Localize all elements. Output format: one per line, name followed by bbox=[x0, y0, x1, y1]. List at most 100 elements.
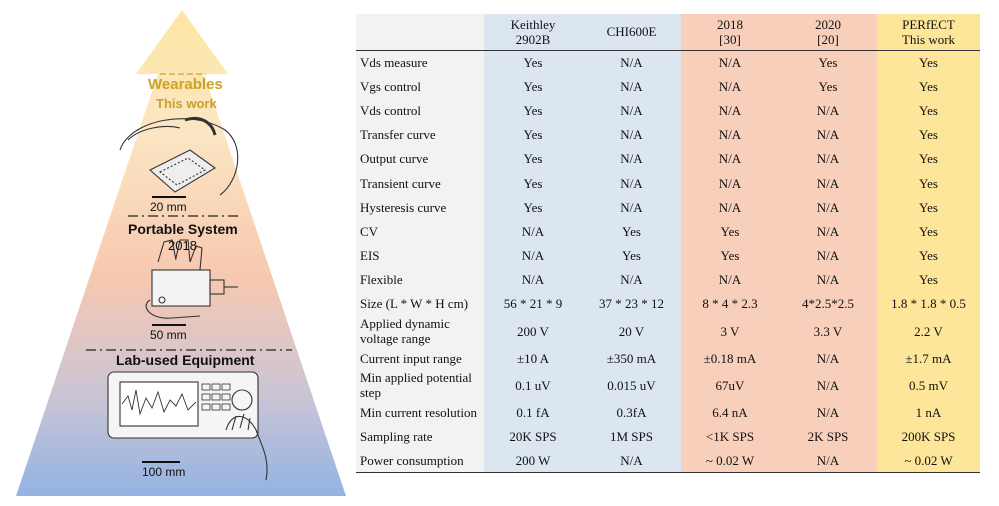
cell-2018: ~ 0.02 W bbox=[681, 448, 779, 474]
row-label: Flexible bbox=[356, 267, 484, 292]
device-scale-pyramid: Wearables This work 20 mm Portable Syste… bbox=[0, 0, 360, 506]
cell-perfect: ~ 0.02 W bbox=[877, 448, 980, 474]
cell-keithley: N/A bbox=[484, 243, 582, 268]
cell-perfect: Yes bbox=[877, 122, 980, 147]
row-label: Sampling rate bbox=[356, 424, 484, 449]
cell-2018: N/A bbox=[681, 195, 779, 220]
table-row: Vds control Yes N/A N/A N/A Yes bbox=[356, 98, 980, 123]
row-label: Vds measure bbox=[356, 50, 484, 75]
cell-2018: <1K SPS bbox=[681, 424, 779, 449]
scale-label-portable: 50 mm bbox=[150, 328, 187, 342]
row-label: CV bbox=[356, 219, 484, 244]
row-label: Size (L * W * H cm) bbox=[356, 291, 484, 317]
cell-2020: N/A bbox=[779, 219, 877, 244]
table-row: Flexible N/A N/A N/A N/A Yes bbox=[356, 267, 980, 292]
cell-2020: Yes bbox=[779, 50, 877, 75]
table-row: Power consumption 200 W N/A ~ 0.02 W N/A ~ 0.… bbox=[356, 448, 980, 474]
cell-keithley: Yes bbox=[484, 74, 582, 99]
row-label: Output curve bbox=[356, 146, 484, 171]
cell-2020: N/A bbox=[779, 267, 877, 292]
cell-perfect: 2.2 V bbox=[877, 316, 980, 347]
table-row: Vgs control Yes N/A N/A Yes Yes bbox=[356, 74, 980, 99]
cell-chi600e: ±350 mA bbox=[582, 346, 681, 371]
cell-2018: N/A bbox=[681, 74, 779, 99]
comparison-table: Keithley 2902B CHI600E 2018 [30] 2020 [20] … bbox=[356, 14, 980, 474]
cell-2018: N/A bbox=[681, 50, 779, 75]
header-2020: 2020 [20] bbox=[779, 14, 877, 51]
cell-chi600e: N/A bbox=[582, 98, 681, 123]
table-row: Sampling rate 20K SPS 1M SPS <1K SPS 2K SPS 2… bbox=[356, 424, 980, 449]
cell-chi600e: N/A bbox=[582, 50, 681, 75]
cell-2020: N/A bbox=[779, 370, 877, 401]
table-row: Transfer curve Yes N/A N/A N/A Yes bbox=[356, 122, 980, 147]
cell-chi600e: N/A bbox=[582, 122, 681, 147]
cell-keithley: ±10 A bbox=[484, 346, 582, 371]
cell-perfect: Yes bbox=[877, 219, 980, 244]
cell-chi600e: 1M SPS bbox=[582, 424, 681, 449]
cell-chi600e: 0.015 uV bbox=[582, 370, 681, 401]
cell-keithley: N/A bbox=[484, 267, 582, 292]
cell-perfect: Yes bbox=[877, 146, 980, 171]
cell-perfect: 200K SPS bbox=[877, 424, 980, 449]
cell-keithley: 200 W bbox=[484, 448, 582, 474]
header-2018: 2018 [30] bbox=[681, 14, 779, 51]
cell-2018: 8 * 4 * 2.3 bbox=[681, 291, 779, 317]
cell-chi600e: 37 * 23 * 12 bbox=[582, 291, 681, 317]
cell-2020: N/A bbox=[779, 146, 877, 171]
table-row: Transient curve Yes N/A N/A N/A Yes bbox=[356, 170, 980, 196]
cell-chi600e: N/A bbox=[582, 195, 681, 220]
cell-2018: N/A bbox=[681, 267, 779, 292]
cell-perfect: Yes bbox=[877, 74, 980, 99]
cell-2020: 2K SPS bbox=[779, 424, 877, 449]
cell-chi600e: Yes bbox=[582, 243, 681, 268]
cell-chi600e: Yes bbox=[582, 219, 681, 244]
cell-2018: N/A bbox=[681, 146, 779, 171]
cell-2018: 67uV bbox=[681, 370, 779, 401]
cell-chi600e: N/A bbox=[582, 448, 681, 474]
cell-keithley: N/A bbox=[484, 219, 582, 244]
cell-perfect: Yes bbox=[877, 50, 980, 75]
cell-perfect: Yes bbox=[877, 195, 980, 220]
cell-2018: 3 V bbox=[681, 316, 779, 347]
cell-perfect: 1.8 * 1.8 * 0.5 bbox=[877, 291, 980, 317]
cell-perfect: Yes bbox=[877, 267, 980, 292]
cell-2020: N/A bbox=[779, 400, 877, 425]
table-row: Size (L * W * H cm) 56 * 21 * 9 37 * 23 * … bbox=[356, 291, 980, 317]
cell-2020: N/A bbox=[779, 170, 877, 196]
cell-2018: Yes bbox=[681, 219, 779, 244]
pyramid-graphic bbox=[16, 10, 346, 496]
row-label: Vds control bbox=[356, 98, 484, 123]
row-label: Transient curve bbox=[356, 170, 484, 196]
cell-2018: N/A bbox=[681, 170, 779, 196]
portable-system-label: Portable System bbox=[128, 221, 238, 237]
cell-keithley: Yes bbox=[484, 146, 582, 171]
cell-2020: 4*2.5*2.5 bbox=[779, 291, 877, 317]
row-label: Hysteresis curve bbox=[356, 195, 484, 220]
cell-chi600e: N/A bbox=[582, 267, 681, 292]
cell-perfect: Yes bbox=[877, 98, 980, 123]
scale-label-lab: 100 mm bbox=[142, 465, 186, 479]
cell-2020: 3.3 V bbox=[779, 316, 877, 347]
cell-2018: Yes bbox=[681, 243, 779, 268]
cell-chi600e: N/A bbox=[582, 74, 681, 99]
header-chi600e: CHI600E bbox=[582, 14, 681, 51]
cell-keithley: Yes bbox=[484, 98, 582, 123]
table-row: Current input range ±10 A ±350 mA ±0.18 mA N… bbox=[356, 346, 980, 371]
table-row: Min current resolution 0.1 fA 0.3fA 6.4 nA N… bbox=[356, 400, 980, 425]
row-label: Transfer curve bbox=[356, 122, 484, 147]
cell-keithley: Yes bbox=[484, 195, 582, 220]
row-label: Min current resolution bbox=[356, 400, 484, 425]
cell-keithley: 20K SPS bbox=[484, 424, 582, 449]
scale-label-wearables: 20 mm bbox=[150, 200, 187, 214]
cell-2020: N/A bbox=[779, 346, 877, 371]
cell-chi600e: N/A bbox=[582, 170, 681, 196]
cell-2020: N/A bbox=[779, 122, 877, 147]
cell-keithley: 56 * 21 * 9 bbox=[484, 291, 582, 317]
cell-perfect: ±1.7 mA bbox=[877, 346, 980, 371]
wearable-device-icon bbox=[119, 116, 239, 196]
cell-chi600e: N/A bbox=[582, 146, 681, 171]
cell-2018: 6.4 nA bbox=[681, 400, 779, 425]
table-row: Min applied potential step 0.1 uV 0.015 uV… bbox=[356, 370, 980, 401]
cell-2020: N/A bbox=[779, 243, 877, 268]
row-label: Applied dynamic voltage range bbox=[356, 316, 484, 347]
